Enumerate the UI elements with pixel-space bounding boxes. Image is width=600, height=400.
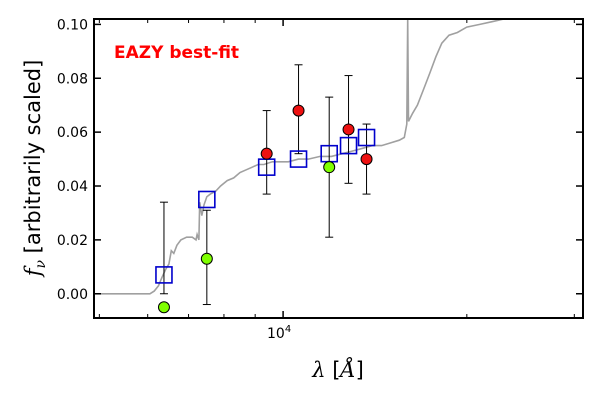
template-spectrum-line [94, 19, 583, 295]
x-axis-label-lambda: λ [311, 358, 325, 382]
x-axis-label-bracket-close: ] [356, 358, 364, 382]
model-photometry-square [289, 150, 308, 168]
plot-frame [93, 18, 584, 319]
observed-point-red [342, 123, 355, 136]
x-axis-label-unit: Å [337, 357, 355, 382]
y-axis-label-text: [arbitrarily scaled] [21, 60, 45, 260]
model-photometry-square [357, 128, 376, 147]
y-tick-label: 0.08 [57, 71, 88, 87]
observed-point-red [260, 147, 273, 160]
observed-point-green [200, 252, 213, 265]
y-tick-label: 0.04 [57, 179, 88, 195]
y-axis-label: fν [arbitrarily scaled] [21, 60, 49, 279]
observed-point-green [323, 161, 336, 174]
observed-point-red [360, 153, 373, 166]
model-photometry-square [339, 136, 358, 155]
y-tick-label: 0.06 [57, 125, 88, 141]
axis-ticks: 0.00 0.02 0.04 0.06 0.08 0.10 104 [57, 17, 583, 342]
y-axis-label-symbol: f [21, 265, 45, 278]
x-axis-label-bracket-open: [ [326, 358, 341, 382]
model-photometry-square [198, 190, 216, 209]
observed-point-red [292, 104, 305, 117]
x-axis-label: λ [Å] [311, 357, 364, 382]
x-tick-label: 104 [267, 324, 291, 342]
plot-content [94, 19, 583, 314]
y-tick-label: 0.00 [57, 287, 88, 303]
observed-point-green [157, 301, 170, 314]
y-tick-label: 0.02 [57, 233, 88, 249]
y-axis-label-subscript: ν [33, 260, 49, 269]
y-tick-label: 0.10 [57, 17, 88, 33]
model-photometry-square [155, 266, 173, 284]
chart-annotation: EAZY best-fit [114, 43, 239, 63]
